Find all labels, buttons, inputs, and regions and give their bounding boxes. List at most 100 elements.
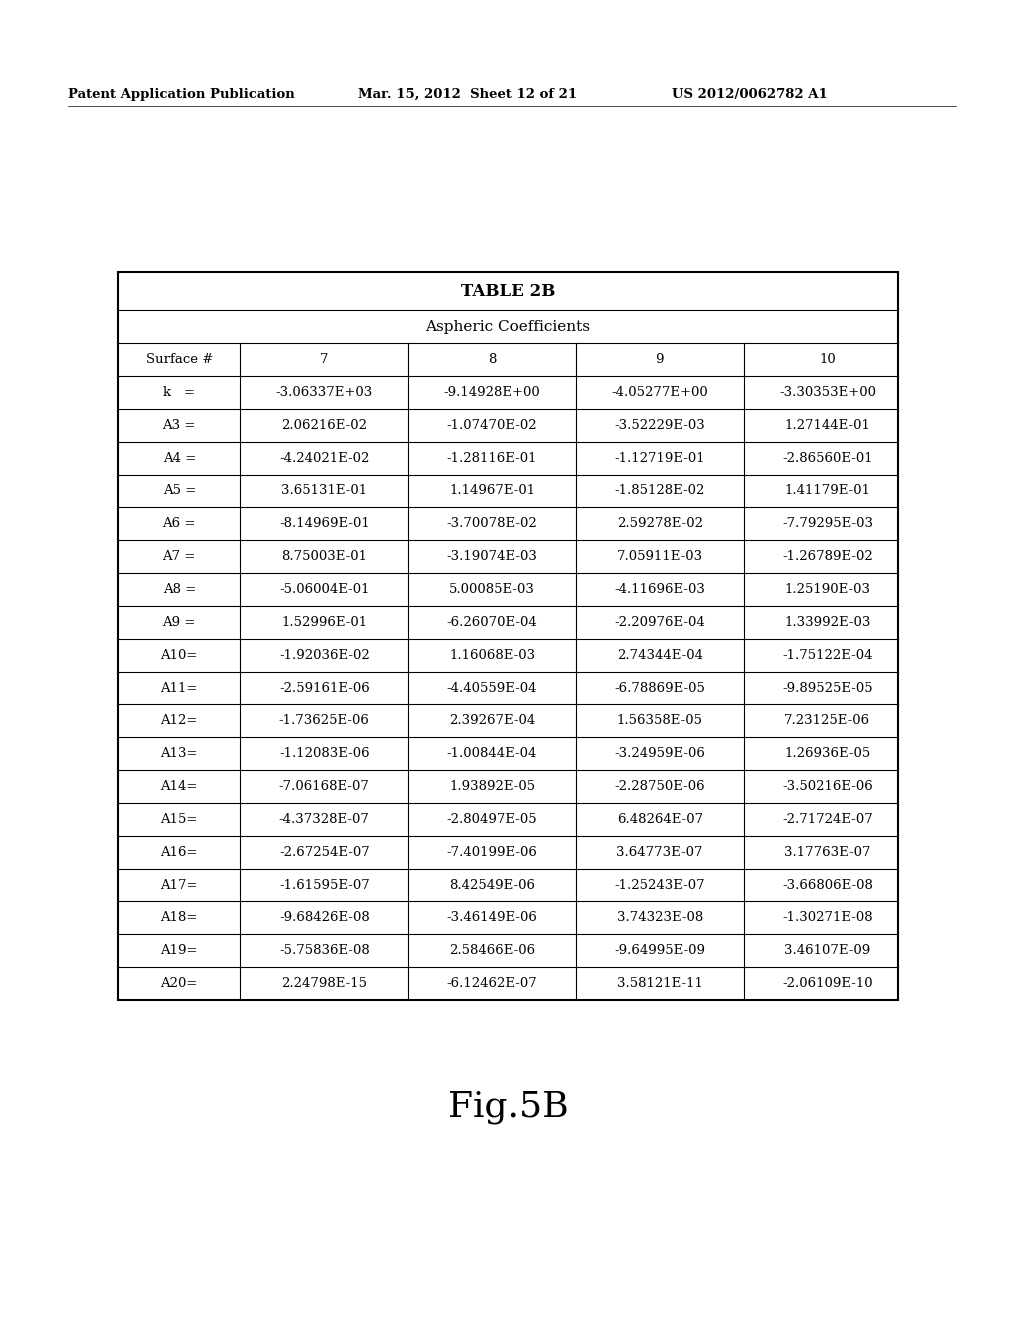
Text: A4 =: A4 =: [163, 451, 196, 465]
Text: 1.25190E-03: 1.25190E-03: [784, 583, 870, 595]
Text: -3.19074E-03: -3.19074E-03: [446, 550, 538, 564]
Text: -2.06109E-10: -2.06109E-10: [782, 977, 872, 990]
Text: -6.78869E-05: -6.78869E-05: [614, 681, 706, 694]
Text: A3 =: A3 =: [163, 418, 196, 432]
Text: -8.14969E-01: -8.14969E-01: [279, 517, 370, 531]
Text: -1.00844E-04: -1.00844E-04: [446, 747, 538, 760]
Text: 1.26936E-05: 1.26936E-05: [784, 747, 870, 760]
Bar: [118, 272, 898, 1001]
Text: -7.06168E-07: -7.06168E-07: [279, 780, 370, 793]
Text: -7.40199E-06: -7.40199E-06: [446, 846, 538, 859]
Text: A15=: A15=: [161, 813, 198, 826]
Text: 3.74323E-08: 3.74323E-08: [616, 911, 702, 924]
Text: A7 =: A7 =: [163, 550, 196, 564]
Text: -4.37328E-07: -4.37328E-07: [279, 813, 370, 826]
Text: -3.06337E+03: -3.06337E+03: [275, 385, 373, 399]
Text: Patent Application Publication: Patent Application Publication: [68, 88, 295, 102]
Text: A11=: A11=: [161, 681, 198, 694]
Text: -3.30353E+00: -3.30353E+00: [779, 385, 876, 399]
Text: -9.14928E+00: -9.14928E+00: [443, 385, 541, 399]
Text: -6.12462E-07: -6.12462E-07: [446, 977, 538, 990]
Text: 5.00085E-03: 5.00085E-03: [450, 583, 535, 595]
Text: 7.05911E-03: 7.05911E-03: [616, 550, 702, 564]
Text: -1.26789E-02: -1.26789E-02: [782, 550, 872, 564]
Text: 7.23125E-06: 7.23125E-06: [784, 714, 870, 727]
Text: 2.59278E-02: 2.59278E-02: [616, 517, 702, 531]
Text: -1.75122E-04: -1.75122E-04: [782, 648, 872, 661]
Text: -1.12719E-01: -1.12719E-01: [614, 451, 705, 465]
Text: A9 =: A9 =: [163, 616, 196, 628]
Text: A17=: A17=: [161, 879, 198, 891]
Text: 3.58121E-11: 3.58121E-11: [616, 977, 702, 990]
Text: 3.46107E-09: 3.46107E-09: [784, 944, 870, 957]
Text: 2.58466E-06: 2.58466E-06: [449, 944, 536, 957]
Text: Surface #: Surface #: [145, 352, 213, 366]
Text: 6.48264E-07: 6.48264E-07: [616, 813, 702, 826]
Text: 10: 10: [819, 352, 836, 366]
Text: A19=: A19=: [161, 944, 198, 957]
Text: A20=: A20=: [161, 977, 198, 990]
Text: -1.30271E-08: -1.30271E-08: [782, 911, 872, 924]
Text: -9.64995E-09: -9.64995E-09: [614, 944, 706, 957]
Text: k   =: k =: [163, 385, 196, 399]
Text: 8.75003E-01: 8.75003E-01: [282, 550, 368, 564]
Text: A16=: A16=: [161, 846, 198, 859]
Text: -2.80497E-05: -2.80497E-05: [446, 813, 538, 826]
Text: 1.56358E-05: 1.56358E-05: [616, 714, 702, 727]
Text: 8.42549E-06: 8.42549E-06: [449, 879, 535, 891]
Text: A8 =: A8 =: [163, 583, 196, 595]
Text: TABLE 2B: TABLE 2B: [461, 282, 555, 300]
Text: 1.52996E-01: 1.52996E-01: [282, 616, 368, 628]
Text: 2.06216E-02: 2.06216E-02: [282, 418, 368, 432]
Text: A14=: A14=: [161, 780, 198, 793]
Text: -4.40559E-04: -4.40559E-04: [446, 681, 538, 694]
Text: 7: 7: [321, 352, 329, 366]
Text: US 2012/0062782 A1: US 2012/0062782 A1: [672, 88, 827, 102]
Text: 1.14967E-01: 1.14967E-01: [449, 484, 536, 498]
Text: -2.67254E-07: -2.67254E-07: [279, 846, 370, 859]
Text: A6 =: A6 =: [163, 517, 196, 531]
Text: 9: 9: [655, 352, 664, 366]
Text: -2.86560E-01: -2.86560E-01: [782, 451, 872, 465]
Text: -2.71724E-07: -2.71724E-07: [782, 813, 872, 826]
Text: 2.74344E-04: 2.74344E-04: [616, 648, 702, 661]
Text: A5 =: A5 =: [163, 484, 196, 498]
Text: -1.12083E-06: -1.12083E-06: [279, 747, 370, 760]
Text: Fig.5B: Fig.5B: [447, 1090, 568, 1125]
Text: Aspheric Coefficients: Aspheric Coefficients: [426, 319, 591, 334]
Text: 3.65131E-01: 3.65131E-01: [282, 484, 368, 498]
Text: A13=: A13=: [161, 747, 198, 760]
Text: -1.07470E-02: -1.07470E-02: [446, 418, 538, 432]
Text: -5.75836E-08: -5.75836E-08: [279, 944, 370, 957]
Text: -1.28116E-01: -1.28116E-01: [446, 451, 538, 465]
Text: 1.16068E-03: 1.16068E-03: [449, 648, 536, 661]
Text: -5.06004E-01: -5.06004E-01: [280, 583, 370, 595]
Text: -9.89525E-05: -9.89525E-05: [782, 681, 872, 694]
Text: 2.39267E-04: 2.39267E-04: [449, 714, 536, 727]
Text: 2.24798E-15: 2.24798E-15: [282, 977, 368, 990]
Text: -2.59161E-06: -2.59161E-06: [279, 681, 370, 694]
Text: 1.93892E-05: 1.93892E-05: [449, 780, 536, 793]
Text: -1.61595E-07: -1.61595E-07: [279, 879, 370, 891]
Text: -1.85128E-02: -1.85128E-02: [614, 484, 705, 498]
Text: -4.11696E-03: -4.11696E-03: [614, 583, 706, 595]
Text: Mar. 15, 2012  Sheet 12 of 21: Mar. 15, 2012 Sheet 12 of 21: [358, 88, 578, 102]
Text: -2.28750E-06: -2.28750E-06: [614, 780, 705, 793]
Text: -3.46149E-06: -3.46149E-06: [446, 911, 538, 924]
Text: -1.73625E-06: -1.73625E-06: [279, 714, 370, 727]
Text: A18=: A18=: [161, 911, 198, 924]
Text: -1.25243E-07: -1.25243E-07: [614, 879, 705, 891]
Text: A12=: A12=: [161, 714, 198, 727]
Text: -7.79295E-03: -7.79295E-03: [782, 517, 872, 531]
Text: -3.24959E-06: -3.24959E-06: [614, 747, 706, 760]
Text: -3.66806E-08: -3.66806E-08: [782, 879, 872, 891]
Text: A10=: A10=: [161, 648, 198, 661]
Text: -3.50216E-06: -3.50216E-06: [782, 780, 872, 793]
Text: 1.33992E-03: 1.33992E-03: [784, 616, 870, 628]
Text: -2.20976E-04: -2.20976E-04: [614, 616, 706, 628]
Text: 8: 8: [487, 352, 497, 366]
Text: 1.27144E-01: 1.27144E-01: [784, 418, 870, 432]
Text: -3.52229E-03: -3.52229E-03: [614, 418, 706, 432]
Text: -4.05277E+00: -4.05277E+00: [611, 385, 708, 399]
Text: -3.70078E-02: -3.70078E-02: [446, 517, 538, 531]
